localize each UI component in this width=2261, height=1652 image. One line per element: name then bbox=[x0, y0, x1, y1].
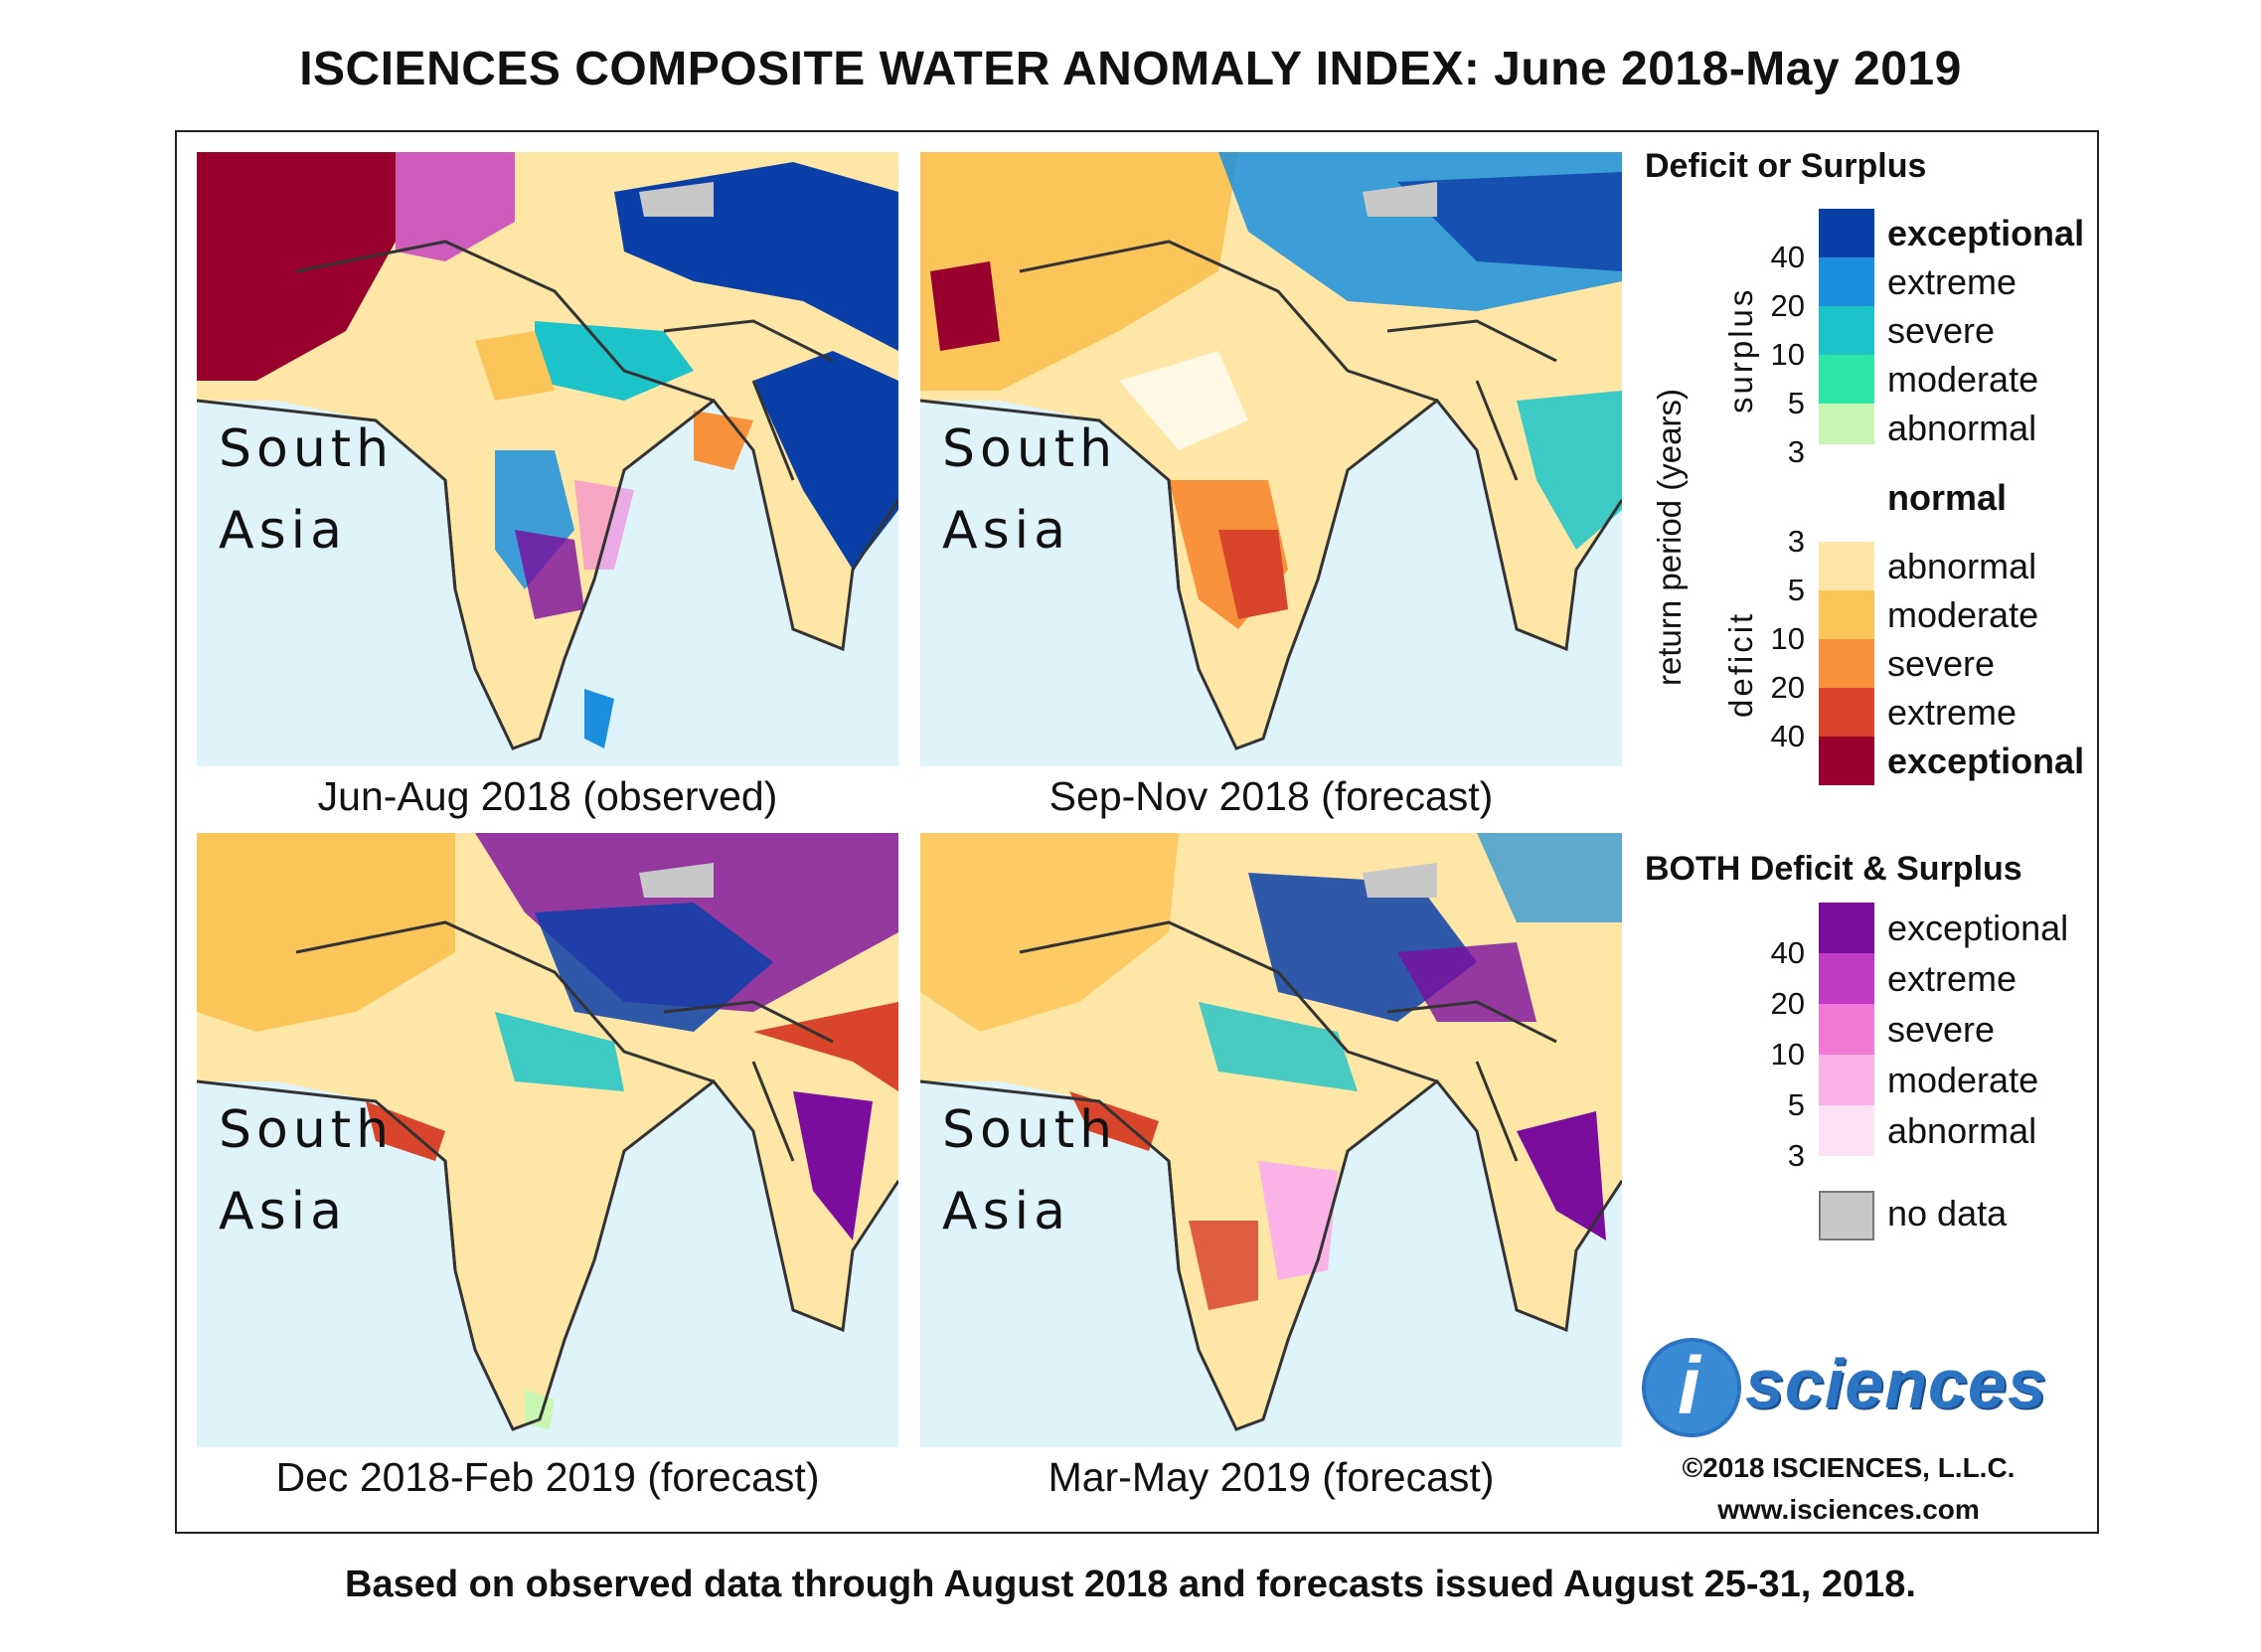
legend-label-extreme: extreme bbox=[1887, 691, 2018, 733]
legend-tick: 3 bbox=[1787, 1138, 1805, 1173]
legend-label-moderate: moderate bbox=[1887, 1059, 2039, 1100]
legend-no-data-label: no data bbox=[1887, 1193, 2008, 1234]
legend-label-severe: severe bbox=[1887, 1008, 1996, 1050]
legend-tick: 20 bbox=[1770, 986, 1805, 1021]
map-panel-jun-aug: South Asia bbox=[197, 152, 898, 766]
legend-label-severe: severe bbox=[1887, 309, 1996, 351]
legend-label-exceptional: exceptional bbox=[1887, 907, 2069, 948]
legend-tick: 40 bbox=[1770, 240, 1805, 274]
map-sep-nov bbox=[920, 152, 1622, 766]
legend-normal-swatch bbox=[1819, 444, 1874, 542]
legend-label-severe: severe bbox=[1887, 642, 1996, 684]
legend-swatch-moderate bbox=[1819, 355, 1874, 404]
legend-swatch-moderate bbox=[1819, 1055, 1874, 1105]
legend-label-moderate: moderate bbox=[1887, 358, 2039, 400]
copyright-text: ©2018 ISCIENCES, L.L.C. bbox=[1682, 1452, 2016, 1483]
caption-sep-nov: Sep-Nov 2018 (forecast) bbox=[1049, 773, 1494, 819]
caption-mar-may: Mar-May 2019 (forecast) bbox=[1048, 1454, 1495, 1500]
legend-label-abnormal: abnormal bbox=[1887, 407, 2037, 448]
map-panel-dec-feb: South Asia bbox=[197, 833, 898, 1447]
legend-swatch-severe bbox=[1819, 1004, 1874, 1055]
legend-swatch-extreme bbox=[1819, 953, 1874, 1004]
legend-tick: 20 bbox=[1770, 288, 1805, 323]
legend-label-exceptional: exceptional bbox=[1887, 212, 2085, 253]
legend-axis-label: return period (years) bbox=[1651, 389, 1688, 686]
caption-jun-aug: Jun-Aug 2018 (observed) bbox=[317, 773, 778, 819]
legend-label-moderate: moderate bbox=[1887, 593, 2039, 635]
legend-tick: 10 bbox=[1770, 337, 1805, 372]
figure-frame bbox=[175, 130, 2099, 1534]
legend-label-abnormal: abnormal bbox=[1887, 545, 2037, 586]
legend-tick: 10 bbox=[1770, 1037, 1805, 1072]
legend-label-exceptional: exceptional bbox=[1887, 740, 2085, 781]
legend-label-extreme: extreme bbox=[1887, 260, 2018, 302]
legend-tick: 40 bbox=[1770, 719, 1805, 753]
legend-heading-deficit-surplus: Deficit or Surplus bbox=[1645, 147, 1927, 185]
logo-letter: i bbox=[1678, 1341, 1700, 1431]
legend-tick: 10 bbox=[1770, 621, 1805, 656]
legend-swatch-extreme bbox=[1819, 688, 1874, 737]
legend-normal-label: normal bbox=[1887, 477, 2008, 518]
map-panel-sep-nov: South Asia bbox=[920, 152, 1622, 766]
legend-tick: 5 bbox=[1787, 573, 1805, 607]
legend-tick: 5 bbox=[1787, 1087, 1805, 1122]
isciences-logo: i sciences bbox=[1642, 1332, 2085, 1441]
legend-swatch-severe bbox=[1819, 639, 1874, 688]
legend-swatch-exceptional bbox=[1819, 209, 1874, 257]
legend-label-extreme: extreme bbox=[1887, 957, 2018, 999]
legend-swatch-moderate bbox=[1819, 590, 1874, 639]
page-title: ISCIENCES COMPOSITE WATER ANOMALY INDEX:… bbox=[299, 43, 1962, 95]
logo-wordmark: sciences bbox=[1745, 1345, 2047, 1422]
legend-swatch-exceptional bbox=[1819, 737, 1874, 785]
legend-swatch-abnormal bbox=[1819, 404, 1874, 452]
map-dec-feb bbox=[197, 833, 898, 1447]
legend-tick: 40 bbox=[1770, 935, 1805, 970]
legend-heading-both: BOTH Deficit & Surplus bbox=[1645, 850, 2022, 888]
region-label: South Asia bbox=[942, 1100, 1118, 1241]
legend-tick: 20 bbox=[1770, 670, 1805, 705]
footer-note: Based on observed data through August 20… bbox=[345, 1564, 1916, 1605]
website-link[interactable]: www.isciences.com bbox=[1717, 1494, 1980, 1525]
legend-label-abnormal: abnormal bbox=[1887, 1109, 2037, 1151]
legend-tick: 5 bbox=[1787, 386, 1805, 420]
legend-swatch-abnormal bbox=[1819, 542, 1874, 590]
region-label: South Asia bbox=[219, 1100, 395, 1241]
legend-swatch-abnormal bbox=[1819, 1105, 1874, 1156]
legend-swatch-severe bbox=[1819, 306, 1874, 355]
region-label: South Asia bbox=[942, 419, 1118, 561]
legend-swatch-extreme bbox=[1819, 257, 1874, 306]
legend-swatch-exceptional bbox=[1819, 903, 1874, 953]
legend-tick: 3 bbox=[1787, 524, 1805, 559]
legend-no-data-swatch bbox=[1819, 1191, 1874, 1240]
map-jun-aug bbox=[197, 152, 898, 766]
map-mar-may bbox=[920, 833, 1622, 1447]
map-panel-mar-may: South Asia bbox=[920, 833, 1622, 1447]
region-label: South Asia bbox=[219, 419, 395, 561]
caption-dec-feb: Dec 2018-Feb 2019 (forecast) bbox=[275, 1454, 820, 1500]
legend-tick: 3 bbox=[1787, 434, 1805, 469]
logo-mark bbox=[1642, 1338, 1741, 1437]
